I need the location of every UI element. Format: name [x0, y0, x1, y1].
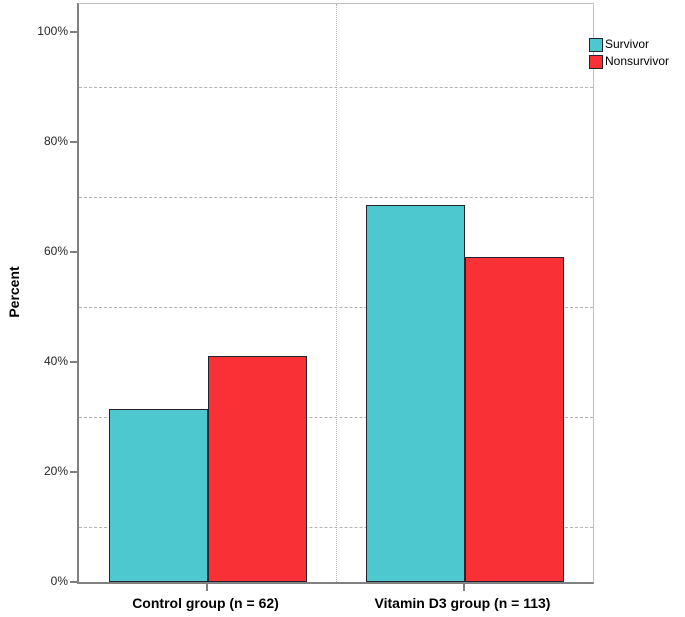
y-tick-mark — [70, 250, 77, 253]
gridline-vertical — [336, 4, 337, 582]
y-tick-label: 100% — [37, 23, 68, 38]
bar-nonsurvivor-1 — [207, 356, 307, 582]
x-tick-mark — [462, 583, 465, 591]
y-tick-label: 0% — [50, 574, 68, 588]
bar-survivor-2 — [365, 204, 465, 582]
legend-label: Survivor — [605, 37, 650, 51]
legend: Survivor Nonsurvivor — [589, 37, 669, 71]
y-tick-label: 40% — [43, 353, 68, 368]
y-tick-label: 60% — [43, 243, 68, 258]
bar-nonsurvivor-2 — [464, 257, 564, 582]
legend-swatch-survivor — [589, 37, 603, 52]
y-tick-label: 80% — [43, 133, 68, 148]
y-tick-mark — [70, 30, 77, 33]
y-tick-mark — [70, 470, 77, 473]
y-tick-label: 20% — [43, 463, 68, 478]
y-tick-mark — [70, 360, 77, 363]
legend-label: Nonsurvivor — [605, 54, 670, 68]
legend-item-survivor: Survivor — [589, 37, 669, 52]
legend-item-nonsurvivor: Nonsurvivor — [589, 54, 669, 69]
y-tick-mark — [70, 140, 77, 143]
legend-swatch-nonsurvivor — [589, 54, 603, 69]
y-axis-title: Percent — [6, 266, 22, 318]
plot-area — [77, 3, 594, 584]
x-category-label: Control group (n = 62) — [132, 595, 279, 611]
x-tick-mark — [205, 583, 208, 591]
y-tick-mark — [70, 581, 77, 583]
bar-survivor-1 — [108, 408, 208, 582]
x-category-label: Vitamin D3 group (n = 113) — [374, 595, 551, 611]
